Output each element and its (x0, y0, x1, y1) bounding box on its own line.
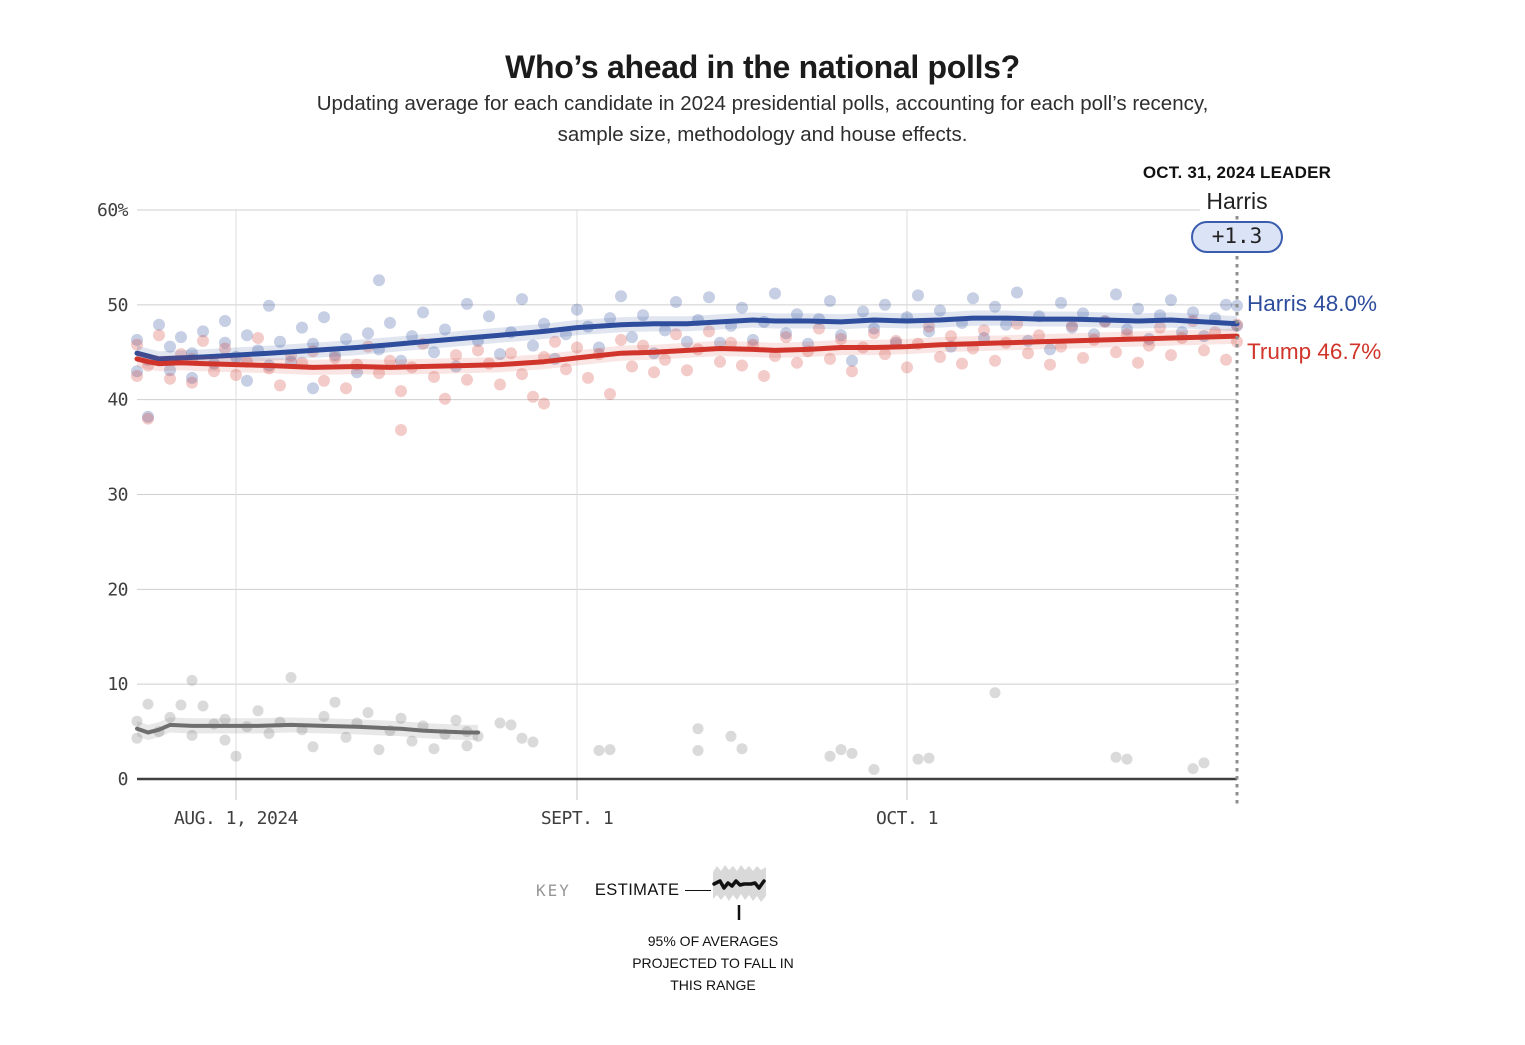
svg-text:30: 30 (107, 485, 128, 506)
page-title: Who’s ahead in the national polls? (505, 49, 1020, 86)
svg-text:OCT. 1: OCT. 1 (876, 808, 938, 829)
key-leader-line (685, 889, 712, 891)
key-caption-line-2: PROJECTED TO FALL IN (632, 955, 794, 971)
leader-name: Harris (1200, 188, 1274, 215)
key-label: KEY (536, 880, 571, 900)
trump-end-label: Trump 46.7% (1247, 339, 1382, 364)
harris-end-label: Harris 48.0% (1247, 291, 1378, 316)
svg-text:0: 0 (118, 769, 128, 790)
estimate-label: ESTIMATE (594, 880, 680, 899)
estimate-range-glyph (712, 865, 767, 920)
key-caption-line-3: THIS RANGE (670, 977, 756, 993)
svg-text:20: 20 (107, 579, 128, 600)
svg-text:10: 10 (107, 674, 128, 695)
key-caption: 95% OF AVERAGES PROJECTED TO FALL IN THI… (593, 930, 833, 996)
svg-text:40: 40 (107, 390, 128, 411)
page-subtitle: Updating average for each candidate in 2… (0, 88, 1525, 150)
subtitle-line-2: sample size, methodology and house effec… (557, 123, 968, 146)
svg-text:SEPT. 1: SEPT. 1 (541, 808, 613, 829)
svg-text:50: 50 (107, 295, 128, 316)
subtitle-line-1: Updating average for each candidate in 2… (316, 92, 1209, 115)
key-caption-line-1: 95% OF AVERAGES (647, 933, 779, 949)
svg-text:AUG. 1, 2024: AUG. 1, 2024 (174, 808, 298, 829)
leader-margin-badge: +1.3 (1190, 221, 1284, 253)
svg-text:60%: 60% (97, 200, 129, 221)
leader-annotation: OCT. 31, 2024 LEADER Harris +1.3 (1087, 163, 1387, 253)
leader-kicker: OCT. 31, 2024 LEADER (1142, 163, 1332, 182)
chart-key: KEY ESTIMATE (536, 858, 771, 922)
